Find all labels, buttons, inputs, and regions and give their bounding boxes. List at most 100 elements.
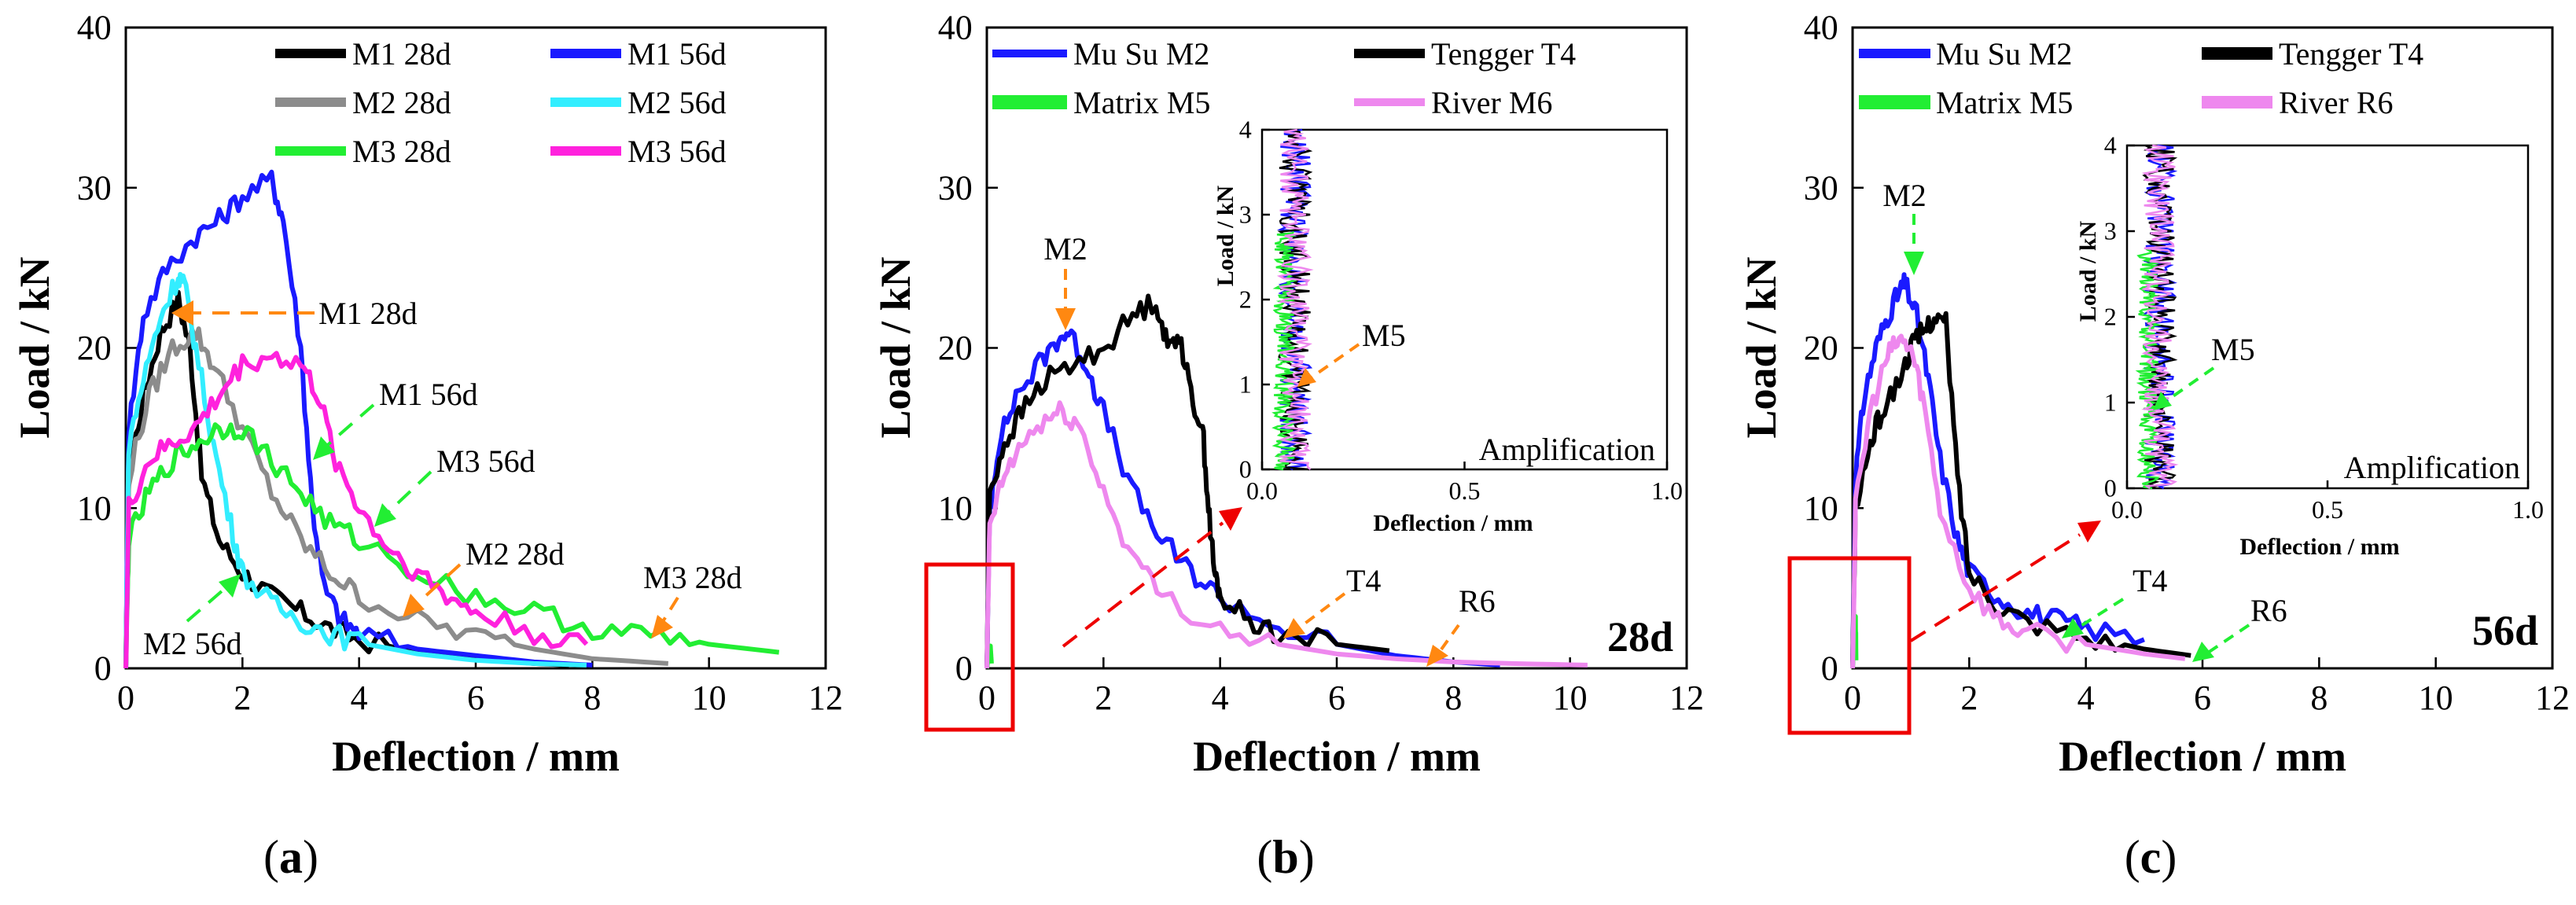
inset-annot-arrow-m5-b — [1308, 343, 1360, 381]
x-axis-title-b: Deflection / mm — [1193, 733, 1481, 780]
panel-a-x-tick-label-6: 6 — [467, 679, 484, 717]
series-line-tengger-t4-c — [1850, 311, 2191, 669]
inset-c-x-tick-label-1-0: 1.0 — [2512, 495, 2544, 524]
plot-area-a — [123, 169, 780, 669]
panel-b-x-tick-label-10: 10 — [1553, 679, 1588, 717]
inset-b-y-tick-label-1: 1 — [1239, 370, 1252, 399]
legend-c: Mu Su M2 Tengger T4 Matrix M5 River R6 — [1859, 36, 2423, 120]
panel-b-x-tick-label-12: 12 — [1669, 679, 1704, 717]
panel-c-x-tick-label-8: 8 — [2310, 679, 2328, 717]
legend-label-m1-28d: M1 28d — [352, 36, 451, 72]
inset-b-y-tick-label-2: 2 — [1239, 285, 1252, 314]
series-line-m1-56d-a — [123, 169, 593, 669]
annot-arrow-m1-56d — [322, 403, 375, 450]
annot-label-m2-56d: M2 56d — [143, 626, 242, 661]
annot-arrowhead-m3-56d — [374, 503, 396, 527]
y-axis-title-c: Load / kN — [1738, 256, 1785, 438]
panel-b-y-tick-label-10: 10 — [938, 489, 973, 528]
annot-arrowhead-t4-b — [1283, 618, 1305, 638]
series-line-m2-28d-a — [123, 326, 668, 669]
x-axis-title-a: Deflection / mm — [332, 733, 620, 780]
legend-label-m2-28d: M2 28d — [352, 85, 451, 120]
legend-label-river-m6-b: River M6 — [1431, 85, 1552, 120]
annot-label-m1-56d: M1 56d — [379, 377, 478, 412]
caption-letter-c: c — [2140, 831, 2162, 883]
annot-arrowhead-m2-56d — [219, 574, 241, 598]
legend-label-m3-56d: M3 56d — [627, 134, 727, 169]
caption-b: (b) — [1257, 831, 1314, 883]
panel-c-x-tick-label-10: 10 — [2419, 679, 2453, 717]
inset-title-c: Amplification — [2344, 450, 2520, 485]
legend-label-tengger-t4-c: Tengger T4 — [2279, 36, 2423, 72]
zoom-connector-b — [1062, 521, 1224, 648]
annotations-b: M2 T4 R6 28d — [1043, 231, 1673, 667]
inset-ticks-b: 0.0 0.5 1.0 0 1 2 3 4 — [1239, 116, 1683, 505]
inset-c-y-tick-label-1: 1 — [2104, 388, 2117, 417]
inset-ticks-c: 0.0 0.5 1.0 0 1 2 3 4 — [2104, 131, 2544, 524]
annot-arrowhead-m1-28d — [171, 300, 193, 326]
panel-a-x-tick-label-4: 4 — [351, 679, 368, 717]
inset-frame-b — [1260, 128, 1669, 471]
inset-series-line-river-m6-b — [1276, 128, 1314, 470]
panel-c-y-tick-label-30: 30 — [1804, 168, 1838, 207]
legend-label-river-r6-c: River R6 — [2279, 85, 2394, 120]
panel-a-y-tick-label-40: 40 — [77, 9, 112, 47]
caption-letter-b: b — [1272, 831, 1298, 883]
inset-b: 0.0 0.5 1.0 0 1 2 3 4 Deflection / mm Load / kN… — [1213, 116, 1683, 536]
panel-c-x-tick-label-4: 4 — [2077, 679, 2095, 717]
panel-a-y-tick-label-10: 10 — [77, 489, 112, 528]
panel-b-x-tick-label-8: 8 — [1444, 679, 1462, 717]
inset-c-y-tick-label-0: 0 — [2104, 474, 2117, 502]
annot-arrow-t4-b — [1296, 592, 1346, 631]
panel-c-x-tick-label-0: 0 — [1844, 679, 1861, 717]
annot-arrowhead-t4-c — [2062, 618, 2084, 638]
panel-c-y-tick-label-20: 20 — [1804, 329, 1838, 367]
panel-c-y-tick-label-0: 0 — [1821, 649, 1838, 688]
annot-label-m1-28d: M1 28d — [318, 296, 418, 331]
panel-a-x-tick-label-0: 0 — [117, 679, 134, 717]
panel-b-y-tick-label-30: 30 — [938, 168, 973, 207]
legend-label-matrix-m5-b: Matrix M5 — [1073, 85, 1210, 120]
annot-label-m2-b: M2 — [1043, 231, 1087, 267]
annot-arrow-r6-b — [1437, 624, 1460, 654]
panel-c-y-tick-label-40: 40 — [1804, 9, 1838, 47]
inset-c-x-tick-label-0-0: 0.0 — [2111, 495, 2143, 524]
annot-label-t4-c: T4 — [2133, 563, 2167, 598]
age-label-b: 28d — [1607, 613, 1673, 660]
panel-c-x-tick-label-2: 2 — [1960, 679, 1978, 717]
zoom-box-b — [924, 562, 1015, 732]
inset-c-y-tick-label-4: 4 — [2104, 131, 2117, 160]
plot-area-b — [984, 293, 1588, 670]
inset-b-y-tick-label-0: 0 — [1239, 455, 1252, 484]
inset-b-y-tick-label-4: 4 — [1239, 116, 1252, 144]
inset-c-y-tick-label-3: 3 — [2104, 217, 2117, 245]
legend-label-tengger-t4-b: Tengger T4 — [1431, 36, 1576, 72]
panel-a-x-tick-label-8: 8 — [583, 679, 601, 717]
legend-label-mu-su-m2-c: Mu Su M2 — [1936, 36, 2072, 72]
annot-label-m2-c: M2 — [1882, 178, 1926, 213]
panel-a-x-tick-label-10: 10 — [692, 679, 727, 717]
inset-frame-c — [2125, 144, 2530, 490]
annot-arrow-r6-c — [2206, 624, 2250, 654]
annot-arrowhead-m2-28d — [403, 594, 425, 617]
inset-y-axis-title-c: Load / kN — [2075, 220, 2101, 322]
series-line-m3-28d-a — [123, 422, 780, 669]
annot-arrowhead-m2-c — [1904, 252, 1924, 275]
legend-label-matrix-m5-c: Matrix M5 — [1936, 85, 2073, 120]
annot-label-m3-56d: M3 56d — [436, 443, 535, 479]
y-axis-title-b: Load / kN — [872, 256, 919, 438]
panel-a-y-tick-label-30: 30 — [77, 168, 112, 207]
inset-b-x-tick-label-1-0: 1.0 — [1651, 476, 1683, 505]
legend-label-mu-su-m2-b: Mu Su M2 — [1073, 36, 1209, 72]
panel-a-y-tick-label-0: 0 — [94, 649, 112, 688]
panel-b-y-tick-label-20: 20 — [938, 329, 973, 367]
age-label-c: 56d — [2472, 607, 2538, 654]
inset-series-line-matrix-m5-b — [1271, 230, 1297, 471]
legend-b: Mu Su M2 Tengger T4 Matrix M5 River M6 — [992, 36, 1576, 120]
panel-b-x-tick-label-4: 4 — [1212, 679, 1229, 717]
series-line-mu-su-m2-c — [1850, 272, 2145, 669]
annot-arrow-m3-56d — [384, 470, 432, 517]
panel-b-x-tick-label-0: 0 — [978, 679, 995, 717]
